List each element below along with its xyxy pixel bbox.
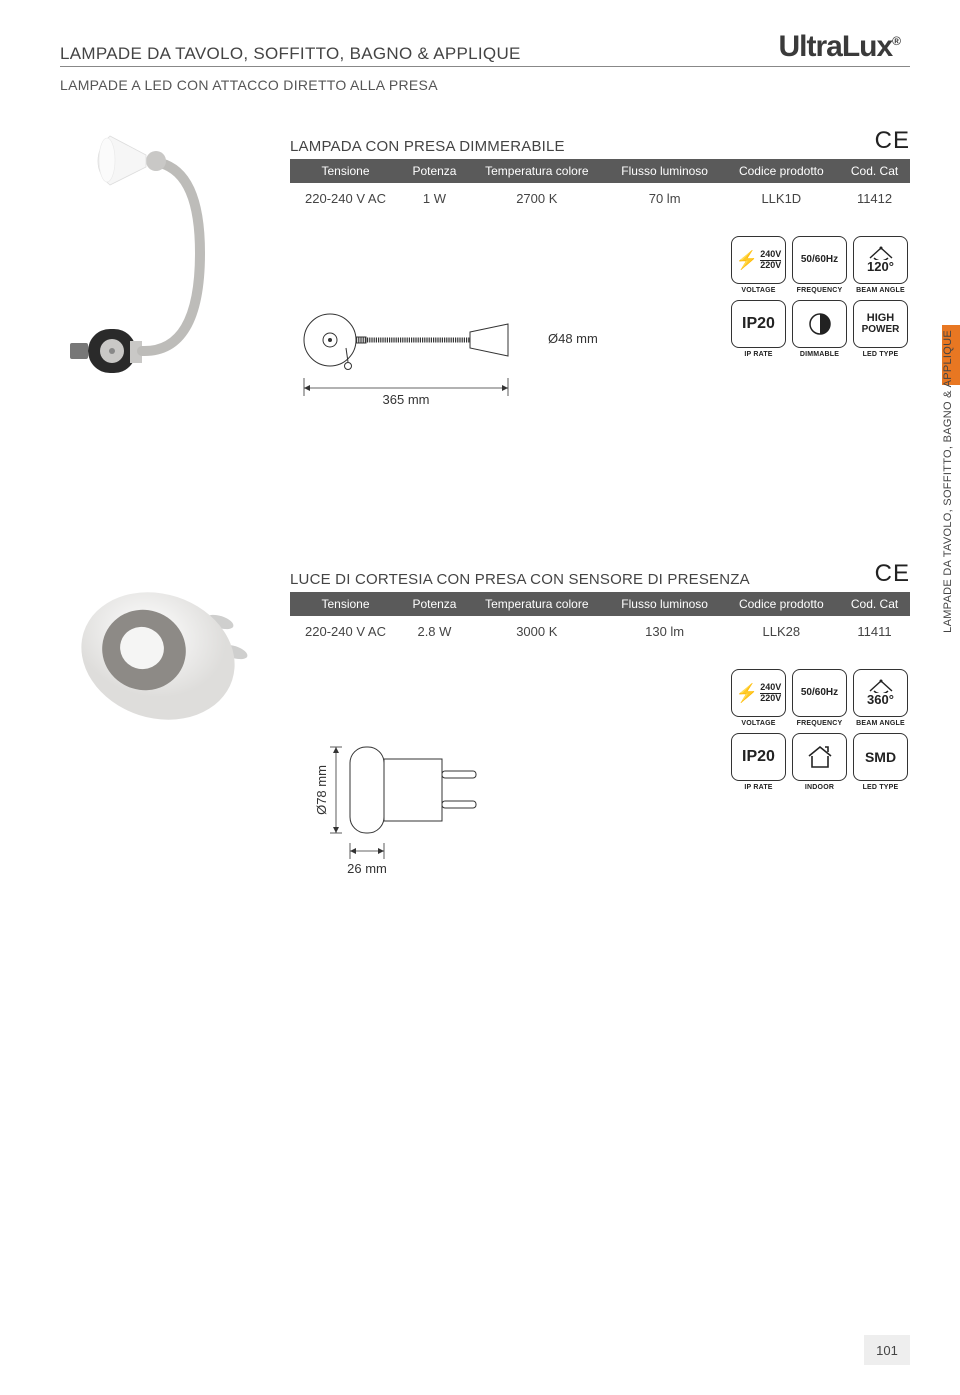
- beam-label: BEAM ANGLE: [856, 287, 905, 294]
- ledtype-label: LED TYPE: [863, 351, 899, 358]
- icon-row-1b: Ø48 mm 365 mm IP20 IP RATE: [290, 300, 910, 410]
- spec-table-1: Tensione Potenza Temperatura colore Flus…: [290, 159, 910, 214]
- product-block-1: LAMPADA CON PRESA DIMMERABILE CE Tension…: [60, 127, 910, 410]
- col-tensione: Tensione: [290, 159, 401, 183]
- ce-mark-2: CE: [875, 560, 910, 588]
- col-temp-2: Temperatura colore: [468, 592, 606, 616]
- dimension-diagram-1: Ø48 mm 365 mm: [290, 300, 620, 410]
- voltage-icon-2: ⚡ 240V 220V: [731, 669, 786, 717]
- ip-label-2: IP RATE: [744, 784, 772, 791]
- ledtype-label-2: LED TYPE: [863, 784, 899, 791]
- voltage-icon: ⚡ 240V 220V: [731, 236, 786, 284]
- frequency-icon-2: 50/60Hz: [792, 669, 847, 717]
- indoor-label: INDOOR: [805, 784, 834, 791]
- product-image-2: [60, 560, 270, 736]
- val-tensione: 220-240 V AC: [290, 183, 401, 214]
- frequency-label: FREQUENCY: [797, 287, 843, 294]
- val-temp: 2700 K: [468, 183, 606, 214]
- header-title: LAMPADE DA TAVOLO, SOFFITTO, BAGNO & APP…: [60, 44, 521, 64]
- val-temp-2: 3000 K: [468, 616, 606, 647]
- val-cat: 11412: [839, 183, 910, 214]
- beam-value: 120°: [867, 260, 894, 274]
- col-flusso-2: Flusso luminoso: [606, 592, 724, 616]
- svg-text:26 mm: 26 mm: [347, 861, 387, 876]
- svg-text:Ø78 mm: Ø78 mm: [314, 765, 329, 815]
- icon-row-1a: ⚡ 240V 220V VOLTAGE 50/60Hz: [290, 236, 910, 294]
- voltage-label: VOLTAGE: [741, 287, 775, 294]
- bolt-icon: ⚡: [736, 251, 758, 270]
- subheader: LAMPADE A LED CON ATTACCO DIRETTO ALLA P…: [60, 77, 910, 93]
- beam-value-2: 360°: [867, 693, 894, 707]
- val-potenza: 1 W: [401, 183, 468, 214]
- ce-mark-1: CE: [875, 127, 910, 155]
- beam-icon: 120°: [853, 236, 908, 284]
- col-potenza: Potenza: [401, 159, 468, 183]
- product-title-2: LUCE DI CORTESIA CON PRESA CON SENSORE D…: [290, 571, 750, 588]
- side-category-text: LAMPADE DA TAVOLO, SOFFITTO, BAGNO & APP…: [942, 330, 954, 633]
- col-cat-2: Cod. Cat: [839, 592, 910, 616]
- beam-icon-2: 360°: [853, 669, 908, 717]
- brand-name: UltraLux: [778, 30, 892, 63]
- dimension-diagram-2: Ø78 mm 26 mm: [290, 733, 520, 903]
- page-number: 101: [864, 1335, 910, 1365]
- col-flusso: Flusso luminoso: [606, 159, 724, 183]
- ip-icon: IP20: [731, 300, 786, 348]
- product-image-1: [60, 127, 270, 393]
- col-tensione-2: Tensione: [290, 592, 401, 616]
- val-potenza-2: 2.8 W: [401, 616, 468, 647]
- spec-table-2: Tensione Potenza Temperatura colore Flus…: [290, 592, 910, 647]
- icon-row-2a: ⚡ 240V 220V VOLTAGE 50/60Hz: [290, 669, 910, 727]
- svg-text:365 mm: 365 mm: [383, 392, 430, 407]
- val-codice: LLK1D: [724, 183, 840, 214]
- frequency-icon: 50/60Hz: [792, 236, 847, 284]
- val-flusso-2: 130 lm: [606, 616, 724, 647]
- ledtype-icon: HIGH POWER: [853, 300, 908, 348]
- product-title-1: LAMPADA CON PRESA DIMMERABILE: [290, 138, 565, 155]
- dimmable-label: DIMMABLE: [800, 351, 839, 358]
- trademark-icon: ®: [892, 34, 900, 48]
- val-cat-2: 11411: [839, 616, 910, 647]
- frequency-label-2: FREQUENCY: [797, 720, 843, 727]
- beam-label-2: BEAM ANGLE: [856, 720, 905, 727]
- col-temp: Temperatura colore: [468, 159, 606, 183]
- page-header: LAMPADE DA TAVOLO, SOFFITTO, BAGNO & APP…: [60, 30, 910, 67]
- dimmable-icon: [792, 300, 847, 348]
- col-codice: Codice prodotto: [724, 159, 840, 183]
- product-block-2: LUCE DI CORTESIA CON PRESA CON SENSORE D…: [60, 560, 910, 903]
- ip-icon-2: IP20: [731, 733, 786, 781]
- bolt-icon-2: ⚡: [736, 684, 758, 703]
- col-codice-2: Codice prodotto: [724, 592, 840, 616]
- icon-row-2b: Ø78 mm 26 mm IP20 IP RAT: [290, 733, 910, 903]
- val-flusso: 70 lm: [606, 183, 724, 214]
- col-potenza-2: Potenza: [401, 592, 468, 616]
- val-codice-2: LLK28: [724, 616, 840, 647]
- voltage-label-2: VOLTAGE: [741, 720, 775, 727]
- col-cat: Cod. Cat: [839, 159, 910, 183]
- ledtype-icon-2: SMD: [853, 733, 908, 781]
- brand-logo: UltraLux®: [778, 30, 910, 64]
- ip-label: IP RATE: [744, 351, 772, 358]
- svg-text:Ø48 mm: Ø48 mm: [548, 331, 598, 346]
- indoor-icon: [792, 733, 847, 781]
- val-tensione-2: 220-240 V AC: [290, 616, 401, 647]
